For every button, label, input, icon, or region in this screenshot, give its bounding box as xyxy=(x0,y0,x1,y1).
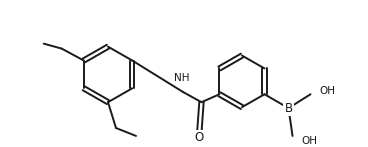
Text: OH: OH xyxy=(319,86,336,96)
Text: OH: OH xyxy=(301,136,318,146)
Text: NH: NH xyxy=(174,73,189,83)
Text: B: B xyxy=(284,102,293,115)
Text: O: O xyxy=(195,131,204,144)
